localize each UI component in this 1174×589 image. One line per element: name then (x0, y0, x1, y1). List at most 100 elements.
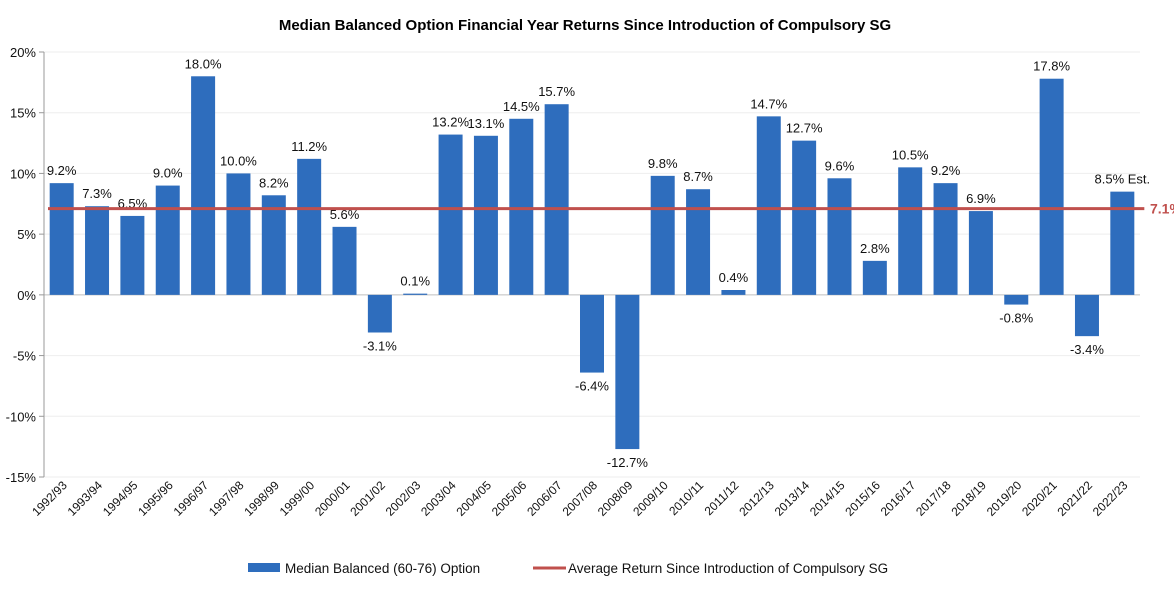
bar (615, 294, 640, 450)
data-label: 6.9% (966, 191, 996, 206)
x-tick-label: 2001/02 (347, 478, 388, 519)
x-tick-label: 2002/03 (383, 478, 424, 519)
x-tick-label: 2019/20 (984, 478, 1025, 519)
bar (438, 134, 463, 295)
x-tick-label: 2006/07 (524, 478, 565, 519)
data-label: 9.2% (931, 163, 961, 178)
data-label: -6.4% (575, 379, 609, 394)
data-label: -3.1% (363, 339, 397, 354)
x-tick-label: 2007/08 (560, 478, 601, 519)
x-tick-label: 2013/14 (772, 478, 813, 519)
x-tick-label: 2009/10 (630, 478, 671, 519)
data-label: 18.0% (185, 56, 222, 71)
x-tick-label: 2022/23 (1090, 478, 1131, 519)
bar (1039, 78, 1064, 295)
data-label: 14.5% (503, 99, 540, 114)
bar (756, 116, 781, 295)
bar (367, 294, 392, 333)
bar (544, 104, 569, 295)
bar (898, 167, 923, 295)
x-tick-label: 2011/12 (702, 478, 742, 518)
x-tick-label: 2017/18 (913, 478, 954, 519)
data-label: 12.7% (786, 121, 823, 136)
x-tick-label: 2018/19 (948, 478, 989, 519)
average-label: 7.1% (1150, 201, 1174, 217)
x-tick-label: 2008/09 (595, 478, 636, 519)
bar (191, 76, 216, 295)
x-tick-label: 2014/15 (807, 478, 848, 519)
x-tick-label: 2003/04 (418, 478, 459, 519)
x-tick-label: 1998/99 (241, 478, 282, 519)
data-label: 9.8% (648, 156, 678, 171)
bar (226, 173, 251, 295)
chart-title: Median Balanced Option Financial Year Re… (279, 17, 891, 34)
data-label: 8.7% (683, 169, 713, 184)
bar (792, 140, 817, 295)
data-label: 17.8% (1033, 59, 1070, 74)
legend-label-line: Average Return Since Introduction of Com… (568, 561, 888, 576)
data-label: 7.3% (82, 186, 112, 201)
bar (261, 195, 286, 295)
bar (968, 211, 993, 295)
bar (686, 189, 711, 295)
y-tick-label: -15% (6, 470, 37, 485)
bar (120, 215, 145, 295)
x-tick-label: 2012/13 (736, 478, 777, 519)
data-label: 8.5% Est. (1095, 172, 1151, 187)
x-tick-label: 1999/00 (277, 478, 318, 519)
data-label: 9.2% (47, 163, 77, 178)
x-tick-label: 2000/01 (312, 478, 353, 519)
data-label: 10.5% (892, 147, 929, 162)
x-tick-label: 2004/05 (453, 478, 494, 519)
x-tick-label: 1994/95 (100, 478, 141, 519)
data-label: -12.7% (607, 455, 649, 470)
y-tick-label: 0% (17, 288, 36, 303)
data-label: 15.7% (538, 84, 575, 99)
bar (1074, 294, 1099, 337)
data-label: 9.0% (153, 166, 183, 181)
x-tick-label: 1996/97 (171, 478, 212, 519)
bar (473, 135, 498, 295)
x-tick-label: 1993/94 (65, 478, 106, 519)
bar (509, 118, 534, 295)
bar (403, 293, 428, 295)
x-tick-label: 2015/16 (842, 478, 883, 519)
x-tick-label: 2005/06 (489, 478, 530, 519)
data-label: 8.2% (259, 175, 289, 190)
x-tick-label: 2016/17 (878, 478, 919, 519)
data-label: -0.8% (999, 311, 1033, 326)
data-label: -3.4% (1070, 342, 1104, 357)
data-label: 11.2% (291, 139, 327, 154)
bar (49, 183, 74, 295)
x-tick-label: 2010/11 (666, 478, 706, 518)
data-label: 5.6% (330, 207, 360, 222)
data-label: 0.4% (719, 270, 749, 285)
y-tick-label: -5% (13, 349, 37, 364)
data-label: 9.6% (825, 158, 855, 173)
data-label: 13.2% (432, 115, 469, 130)
data-label: 2.8% (860, 241, 890, 256)
legend-swatch-bars (248, 563, 280, 572)
bar (721, 290, 746, 295)
bar (1110, 191, 1135, 295)
data-label: 0.1% (400, 274, 430, 289)
bar (862, 260, 887, 295)
bar (85, 206, 110, 295)
y-tick-label: -10% (6, 409, 37, 424)
bar (650, 175, 675, 295)
y-tick-label: 15% (10, 106, 36, 121)
legend-label-bars: Median Balanced (60-76) Option (285, 561, 480, 576)
bar (332, 226, 357, 295)
x-tick-label: 1995/96 (135, 478, 176, 519)
y-tick-label: 10% (10, 166, 36, 181)
bar (155, 185, 180, 295)
data-label: 10.0% (220, 153, 257, 168)
bar (580, 294, 604, 373)
legend: Median Balanced (60-76) Option Average R… (248, 561, 888, 576)
x-tick-label: 2021/22 (1055, 478, 1096, 519)
x-tick-label: 2020/21 (1019, 478, 1060, 519)
x-tick-label: 1997/98 (206, 478, 247, 519)
bar (933, 183, 958, 295)
bar (1004, 294, 1029, 305)
